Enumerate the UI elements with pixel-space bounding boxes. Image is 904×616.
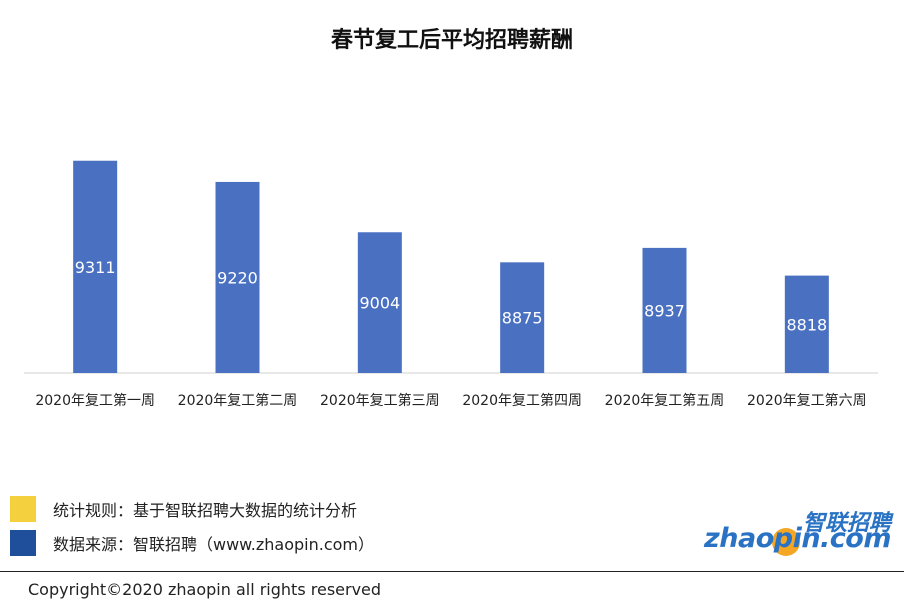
logo-dot-icon (772, 528, 800, 556)
bar-6 (784, 275, 829, 373)
copyright-text: Copyright©2020 zhaopin all rights reserv… (28, 580, 382, 599)
legend-swatch-blue (10, 530, 36, 556)
bar-4 (500, 262, 545, 373)
legend-text-rule: 统计规则：基于智联招聘大数据的统计分析 (53, 501, 358, 520)
data-label-4: 8875 (502, 309, 543, 328)
category-label-6: 2020年复工第六周 (747, 392, 867, 409)
bar-1 (73, 160, 118, 373)
data-label-6: 8818 (786, 315, 827, 334)
category-label-2: 2020年复工第二周 (178, 392, 298, 409)
legend-item-rule: 统计规则：基于智联招聘大数据的统计分析 (10, 496, 357, 522)
bar-3 (357, 232, 402, 373)
chart-title: 春节复工后平均招聘薪酬 (330, 28, 573, 53)
zhaopin-logo: 智联招聘 zhaopin.com (704, 505, 897, 556)
logo-english-text: zhaopin.com (704, 523, 891, 554)
logo-chinese-text: 智联招聘 (802, 511, 891, 536)
footer-divider (0, 571, 904, 572)
category-label-1: 2020年复工第一周 (35, 392, 155, 409)
data-label-3: 9004 (359, 294, 400, 313)
category-label-5: 2020年复工第五周 (605, 392, 725, 409)
bar-5 (642, 247, 687, 373)
data-label-2: 9220 (217, 268, 258, 287)
legend-swatch-yellow (10, 496, 36, 522)
data-label-1: 9311 (75, 258, 116, 277)
data-label-5: 8937 (644, 301, 685, 320)
legend-text-source: 数据来源：智联招聘（www.zhaopin.com） (53, 535, 375, 554)
bar-2 (215, 181, 260, 373)
bar-chart: 9311 2020年复工第一周 9220 2020年复工第二周 9004 2020年复工第… (24, 160, 878, 409)
category-label-4: 2020年复工第四周 (462, 392, 582, 409)
category-label-3: 2020年复工第三周 (320, 392, 440, 409)
legend-item-source: 数据来源：智联招聘（www.zhaopin.com） (10, 530, 374, 556)
